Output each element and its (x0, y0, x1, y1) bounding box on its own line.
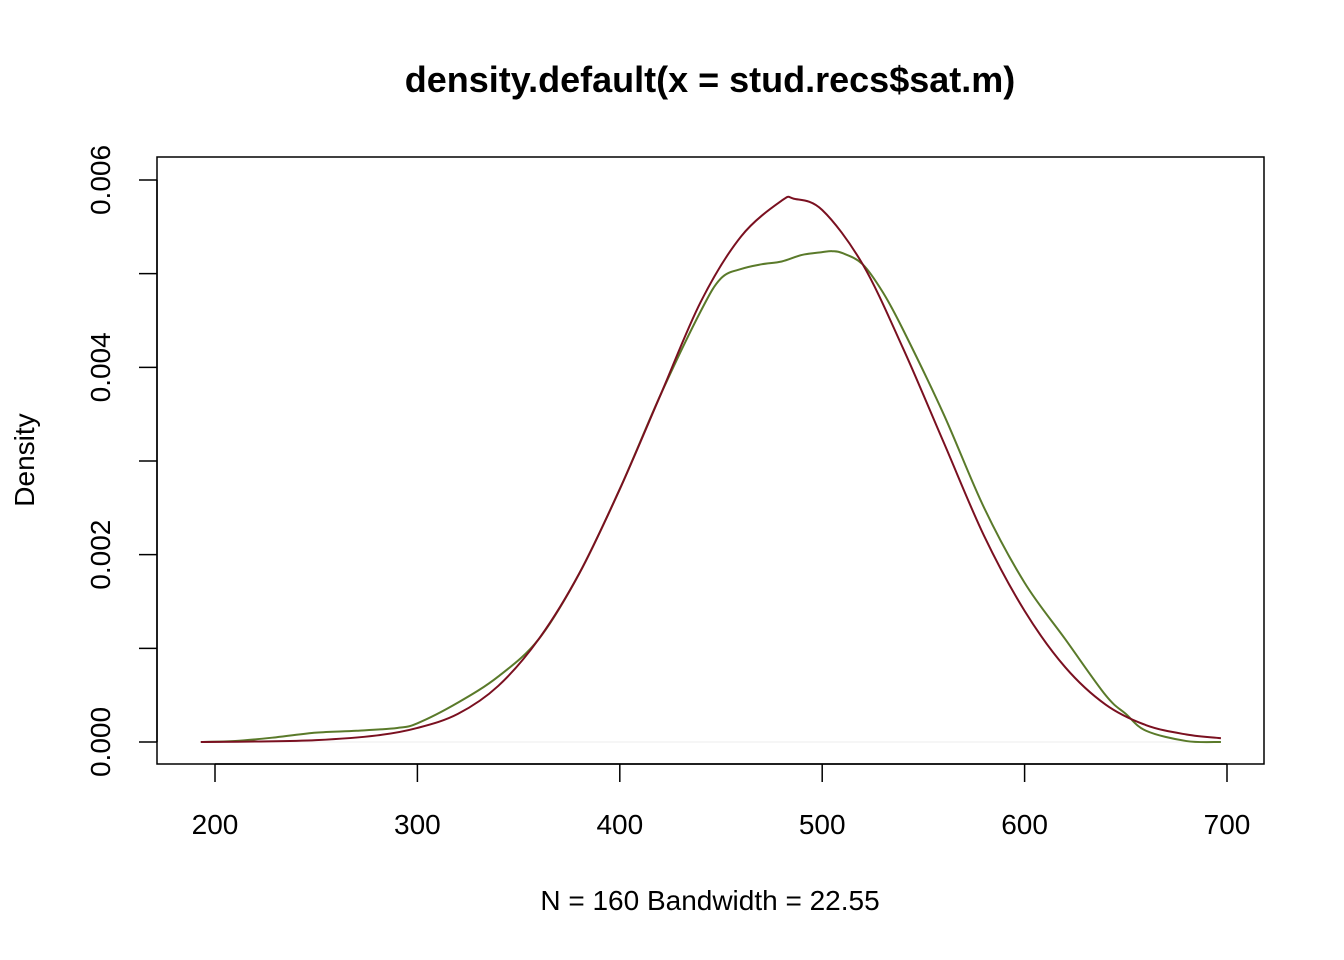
y-tick-label: 0.004 (85, 332, 116, 402)
x-tick-label: 300 (394, 809, 441, 840)
y-tick-label: 0.000 (85, 707, 116, 777)
x-axis-label: N = 160 Bandwidth = 22.55 (540, 885, 879, 916)
density-curve-red (200, 195, 1222, 743)
x-tick-label: 200 (192, 809, 239, 840)
y-tick-label: 0.002 (85, 520, 116, 590)
y-tick-label: 0.006 (85, 145, 116, 215)
density-curve-green (200, 250, 1221, 744)
x-tick-label: 700 (1204, 809, 1251, 840)
x-axis: 200 300 400 500 600 700 (192, 763, 1251, 840)
density-series (200, 195, 1222, 744)
plot-area-frame (156, 156, 1265, 765)
y-axis-label: Density (9, 413, 40, 506)
chart-title: density.default(x = stud.recs$sat.m) (405, 59, 1016, 100)
x-tick-label: 600 (1001, 809, 1048, 840)
y-axis: 0.000 0.002 0.004 0.006 (85, 145, 158, 777)
x-tick-label: 400 (596, 809, 643, 840)
x-tick-label: 500 (799, 809, 846, 840)
